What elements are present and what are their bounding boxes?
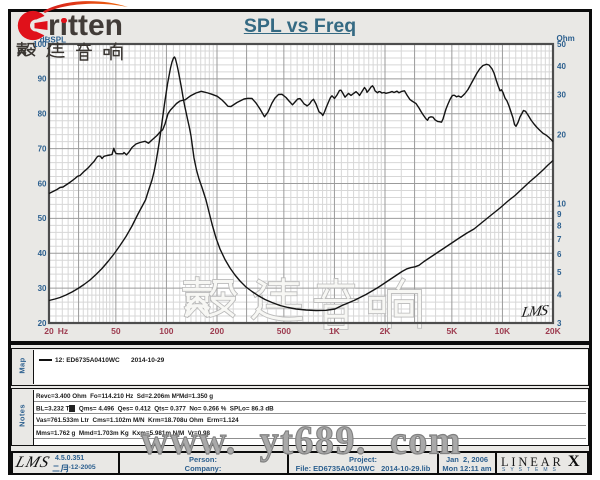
svg-text:5K: 5K xyxy=(446,326,458,336)
svg-text:30: 30 xyxy=(38,284,47,293)
svg-text:3: 3 xyxy=(557,319,562,328)
svg-text:20: 20 xyxy=(557,131,566,140)
svg-text:200: 200 xyxy=(210,326,224,336)
svg-text:50: 50 xyxy=(557,40,566,49)
svg-text:40: 40 xyxy=(557,62,566,71)
svg-text:dBSPL: dBSPL xyxy=(40,36,66,45)
svg-text:Hz: Hz xyxy=(58,326,68,336)
svg-text:2K: 2K xyxy=(380,326,392,336)
svg-text:4: 4 xyxy=(557,290,562,299)
svg-text:10: 10 xyxy=(557,199,566,208)
svg-text:10K: 10K xyxy=(495,326,511,336)
svg-text:40: 40 xyxy=(38,249,47,258)
svg-text:20K: 20K xyxy=(545,326,561,336)
svg-text:1K: 1K xyxy=(329,326,341,336)
svg-text:20: 20 xyxy=(38,319,47,328)
svg-text:50: 50 xyxy=(38,214,47,223)
svg-text:100: 100 xyxy=(159,326,173,336)
svg-text:7: 7 xyxy=(557,235,562,244)
svg-text:LMS: LMS xyxy=(519,302,550,321)
svg-text:70: 70 xyxy=(38,144,47,153)
svg-text:100: 100 xyxy=(33,40,47,49)
svg-text:500: 500 xyxy=(277,326,291,336)
svg-text:6: 6 xyxy=(557,250,562,259)
svg-text:30: 30 xyxy=(557,91,566,100)
svg-text:80: 80 xyxy=(38,110,47,119)
svg-text:9: 9 xyxy=(557,210,562,219)
svg-text:Ohm: Ohm xyxy=(557,34,575,43)
svg-text:8: 8 xyxy=(557,222,562,231)
svg-text:5: 5 xyxy=(557,268,562,277)
svg-text:20: 20 xyxy=(44,326,54,336)
svg-text:50: 50 xyxy=(111,326,121,336)
svg-text:60: 60 xyxy=(38,179,47,188)
svg-text:90: 90 xyxy=(38,75,47,84)
